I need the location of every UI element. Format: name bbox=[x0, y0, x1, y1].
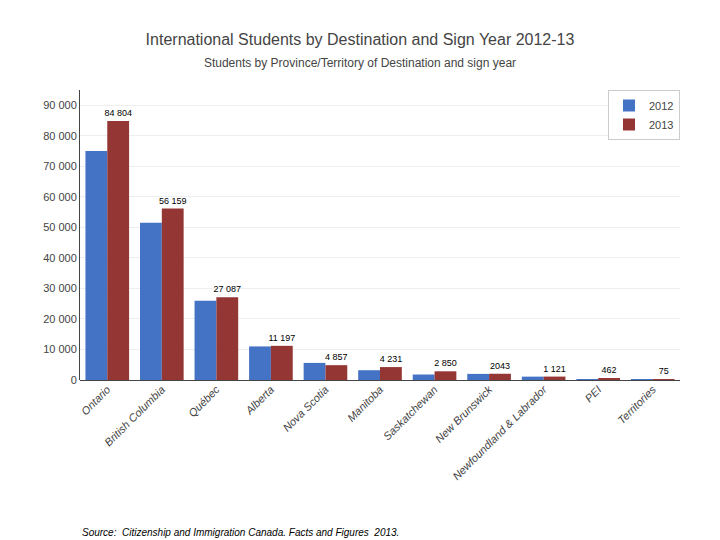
svg-text:2043: 2043 bbox=[490, 361, 510, 371]
svg-text:0: 0 bbox=[71, 374, 77, 386]
svg-text:Alberta: Alberta bbox=[242, 383, 276, 417]
svg-text:Students by Province/Territory: Students by Province/Territory of Destin… bbox=[204, 56, 516, 70]
svg-text:Source: Citizenship and Immig: Source: Citizenship and Immigration Cana… bbox=[82, 527, 399, 538]
svg-text:Nova Scotia: Nova Scotia bbox=[280, 383, 330, 433]
svg-text:11 197: 11 197 bbox=[268, 333, 295, 343]
svg-text:2012: 2012 bbox=[649, 100, 673, 112]
svg-text:40 000: 40 000 bbox=[43, 252, 77, 264]
svg-text:Newfoundland & Labrador: Newfoundland & Labrador bbox=[450, 382, 550, 482]
svg-text:1 121: 1 121 bbox=[543, 364, 566, 374]
svg-text:462: 462 bbox=[602, 365, 617, 375]
svg-text:56 159: 56 159 bbox=[159, 196, 187, 206]
svg-text:International Students by Dest: International Students by Destination an… bbox=[146, 31, 575, 48]
svg-text:Manitoba: Manitoba bbox=[345, 383, 385, 423]
svg-text:New Brunswick: New Brunswick bbox=[433, 383, 495, 445]
svg-text:50 000: 50 000 bbox=[43, 221, 77, 233]
svg-text:Québec: Québec bbox=[186, 383, 222, 419]
svg-text:27 087: 27 087 bbox=[214, 284, 242, 294]
svg-text:Territories: Territories bbox=[615, 383, 658, 426]
svg-text:Saskatchewan: Saskatchewan bbox=[381, 383, 440, 442]
svg-text:2 850: 2 850 bbox=[434, 358, 457, 368]
svg-text:British Columbia: British Columbia bbox=[102, 383, 167, 448]
svg-text:20 000: 20 000 bbox=[43, 313, 77, 325]
svg-text:2013: 2013 bbox=[649, 119, 673, 131]
svg-text:84 804: 84 804 bbox=[104, 108, 132, 118]
svg-text:75: 75 bbox=[659, 366, 669, 376]
svg-text:30 000: 30 000 bbox=[43, 282, 77, 294]
svg-text:Ontario: Ontario bbox=[79, 383, 113, 417]
svg-text:90 000: 90 000 bbox=[43, 99, 77, 111]
svg-text:4 857: 4 857 bbox=[325, 352, 348, 362]
svg-text:60 000: 60 000 bbox=[43, 191, 77, 203]
svg-text:70 000: 70 000 bbox=[43, 160, 77, 172]
svg-text:10 000: 10 000 bbox=[43, 343, 77, 355]
svg-text:4 231: 4 231 bbox=[380, 354, 403, 364]
svg-text:PEI: PEI bbox=[582, 383, 603, 404]
svg-text:80 000: 80 000 bbox=[43, 130, 77, 142]
